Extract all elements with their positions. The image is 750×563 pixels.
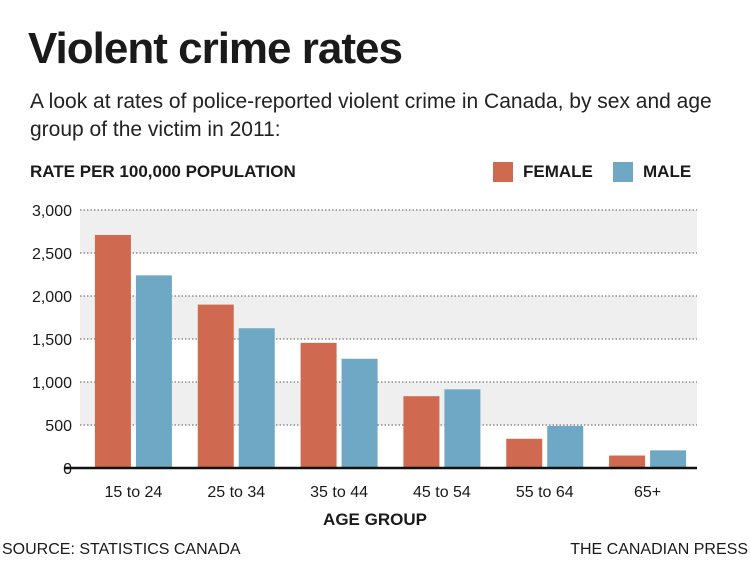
legend-label-male: MALE: [643, 162, 692, 181]
bar-male-3: [444, 389, 481, 468]
source-note: SOURCE: STATISTICS CANADA: [2, 541, 241, 558]
x-tick-label: 25 to 34: [207, 484, 265, 501]
y-tick-label: 500: [45, 418, 72, 435]
credit-note: THE CANADIAN PRESS: [570, 541, 748, 558]
bar-female-3: [403, 396, 440, 468]
y-tick-label: 1,500: [32, 332, 72, 349]
legend-swatch-female: [493, 162, 513, 182]
y-tick-label: 0: [63, 461, 72, 478]
bar-female-0: [94, 234, 131, 468]
y-tick-label: 1,000: [32, 375, 72, 392]
bar-female-5: [609, 455, 646, 468]
legend-male: MALE: [613, 162, 691, 182]
chart-title: Violent crime rates: [28, 24, 403, 73]
bar-female-1: [197, 304, 234, 468]
bar-female-4: [506, 438, 543, 468]
y-tick-label: 2,000: [32, 289, 72, 306]
bar-male-0: [135, 275, 172, 468]
x-tick-label: 15 to 24: [105, 484, 163, 501]
grid-band: [80, 382, 697, 425]
y-tick-label: 2,500: [32, 246, 72, 263]
bar-male-4: [547, 425, 584, 468]
bar-male-5: [650, 450, 687, 468]
legend-female: FEMALE: [493, 162, 593, 182]
x-axis-label: AGE GROUP: [323, 510, 427, 529]
y-tick-label: 3,000: [32, 203, 72, 220]
legend-swatch-male: [613, 162, 633, 182]
grid-band: [80, 210, 697, 253]
bar-male-1: [238, 328, 275, 468]
x-tick-label: 55 to 64: [516, 484, 574, 501]
y-axis-label: RATE PER 100,000 POPULATION: [30, 162, 296, 181]
legend-label-female: FEMALE: [523, 162, 593, 181]
bar-male-2: [341, 358, 378, 468]
x-tick-label: 45 to 54: [413, 484, 471, 501]
chart-subtitle: A look at rates of police-reported viole…: [30, 90, 712, 141]
bar-female-2: [300, 342, 337, 468]
x-tick-label: 65+: [634, 484, 661, 501]
grid-band: [80, 296, 697, 339]
x-tick-label: 35 to 44: [310, 484, 368, 501]
